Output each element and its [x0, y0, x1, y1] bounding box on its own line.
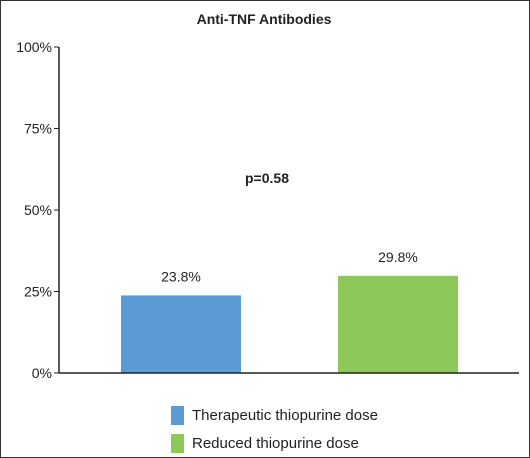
chart-title: Anti-TNF Antibodies — [197, 11, 332, 27]
y-tick-label: 25% — [24, 284, 52, 300]
p-value-annotation: p=0.58 — [245, 170, 289, 186]
y-axis-ticks: 0% 25% 50% 75% 100% — [16, 39, 59, 381]
bar-therapeutic — [121, 295, 241, 373]
bars-group: 23.8% 29.8% — [121, 249, 458, 373]
bar-value-label: 23.8% — [161, 268, 201, 284]
legend-swatch-therapeutic — [171, 405, 184, 425]
y-tick-label: 0% — [32, 365, 52, 381]
y-tick-label: 75% — [24, 121, 52, 137]
y-tick-label: 50% — [24, 202, 52, 218]
y-tick-label: 100% — [16, 39, 52, 55]
legend-item-therapeutic: Therapeutic thiopurine dose — [171, 401, 378, 429]
bar-value-label: 29.8% — [378, 249, 418, 265]
bar-reduced — [338, 275, 458, 373]
legend-label-therapeutic: Therapeutic thiopurine dose — [192, 406, 378, 424]
legend-swatch-reduced — [171, 433, 184, 453]
legend: Therapeutic thiopurine dose Reduced thio… — [171, 401, 378, 457]
legend-item-reduced: Reduced thiopurine dose — [171, 429, 378, 457]
legend-label-reduced: Reduced thiopurine dose — [192, 434, 359, 452]
